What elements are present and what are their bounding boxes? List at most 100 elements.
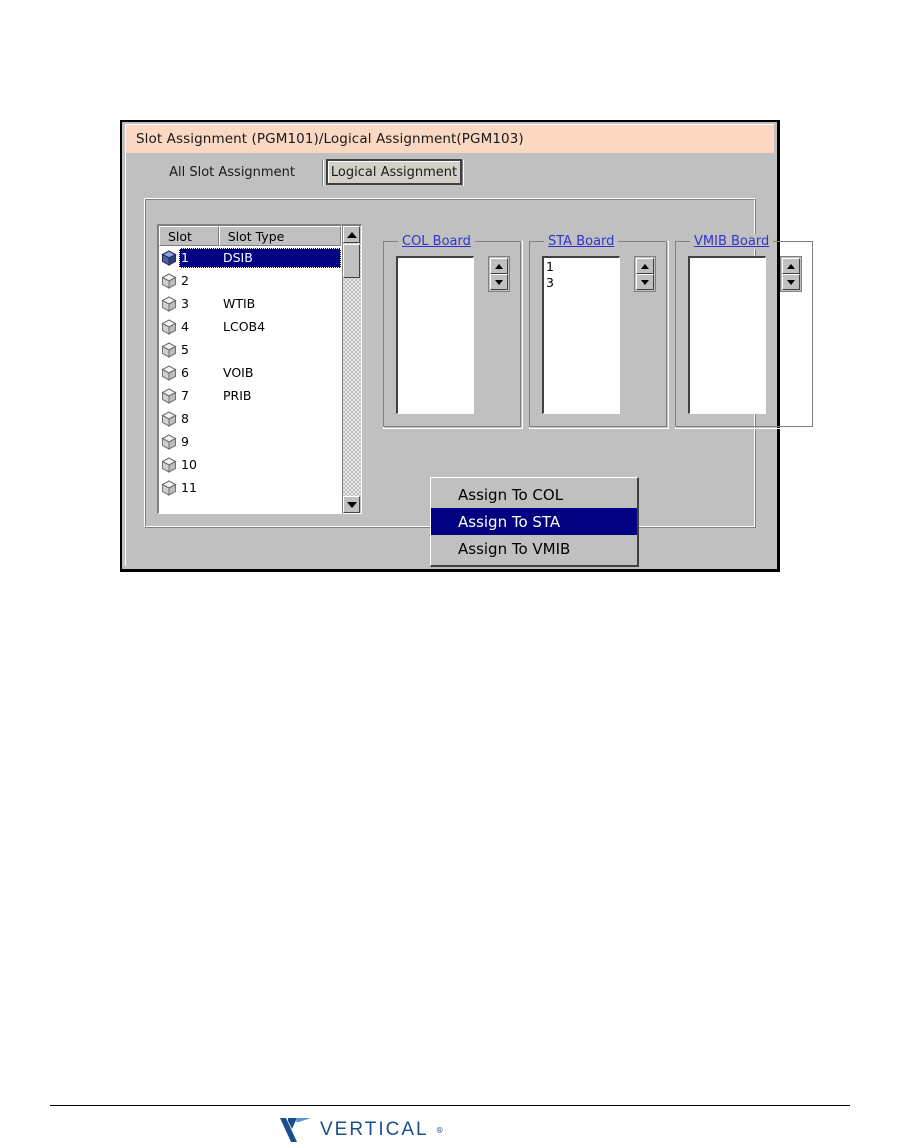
table-row[interactable]: 1 DSIB (159, 246, 341, 269)
slot-grid-header: Slot Slot Type (159, 226, 341, 246)
assign-context-menu[interactable]: Assign To COL Assign To STA Assign To VMIB (430, 477, 639, 567)
scroll-up-glyph (346, 231, 357, 238)
cube-icon (161, 364, 177, 381)
tab-all-slot-assignment[interactable]: All Slot Assignment (144, 159, 320, 185)
table-row-content: 8 (179, 409, 341, 429)
dialog-title: Slot Assignment (PGM101)/Logical Assignm… (136, 131, 524, 147)
cell-slot-type: DSIB (223, 250, 253, 265)
sta-board-spinner[interactable] (634, 256, 656, 292)
group-col-board: COL Board (383, 234, 523, 429)
menu-item[interactable]: Assign To COL (458, 485, 564, 504)
list-item[interactable]: 3 (546, 275, 554, 290)
footer-divider (50, 1105, 850, 1106)
vmib-spin-down-icon[interactable] (782, 274, 800, 290)
cube-icon (161, 341, 177, 358)
slot-grid-body[interactable]: 1 DSIB 2 3 WTIB 4 LCOB4 5 6 VOIB 7 PRIB 8 9 10 11 (159, 246, 341, 513)
table-row-content: 5 (179, 340, 341, 360)
cube-icon (161, 272, 177, 289)
slot-grid[interactable]: Slot Slot Type 1 DSIB 2 3 WTIB 4 LCOB4 5 6 VOIB 7 P… (157, 224, 342, 514)
col-spin-up-icon[interactable] (490, 258, 508, 274)
cell-slot-number: 10 (181, 457, 197, 472)
table-row[interactable]: 11 (159, 476, 341, 499)
scroll-down-arrow-icon[interactable] (343, 496, 360, 513)
cell-slot-type: VOIB (223, 365, 254, 380)
table-row[interactable]: 6 VOIB (159, 361, 341, 384)
cube-icon (161, 249, 177, 266)
group-col-board-title: COL Board (398, 234, 475, 249)
menu-item[interactable]: Assign To VMIB (458, 539, 571, 558)
cube-icon (161, 295, 177, 312)
menu-item[interactable]: Assign To STA (431, 508, 637, 535)
table-row-content: 2 (179, 271, 341, 291)
cube-icon (161, 456, 177, 473)
slot-grid-scrollbar[interactable] (342, 224, 362, 514)
sta-spin-down-icon[interactable] (636, 274, 654, 290)
cell-slot-number: 9 (181, 434, 189, 449)
dialog-inner-frame: Slot Assignment (PGM101)/Logical Assignm… (125, 124, 815, 567)
slot-assignment-dialog: Slot Assignment (PGM101)/Logical Assignm… (120, 120, 815, 572)
column-header-slot-type[interactable]: Slot Type (218, 226, 341, 246)
table-row-content: 7 PRIB (179, 386, 341, 406)
col-spin-up-glyph (495, 263, 503, 269)
vertical-logo-text: VERTICAL (320, 1119, 429, 1140)
group-sta-board-title: STA Board (544, 234, 619, 249)
table-row[interactable]: 2 (159, 269, 341, 292)
cube-icon (161, 479, 177, 496)
table-row[interactable]: 3 WTIB (159, 292, 341, 315)
cell-slot-number: 2 (181, 273, 189, 288)
table-row-content: 1 DSIB (179, 247, 341, 268)
vertical-logo-trademark: ® (435, 1125, 444, 1135)
table-row-content: 11 (179, 478, 341, 498)
tab-separator-left (322, 160, 324, 186)
cube-icon (161, 318, 177, 335)
sta-spin-down-glyph (641, 279, 649, 285)
tab-separator-right (462, 160, 464, 186)
group-vmib-board-title: VMIB Board (690, 234, 774, 249)
cell-slot-number: 8 (181, 411, 189, 426)
table-row[interactable]: 7 PRIB (159, 384, 341, 407)
cube-icon (161, 433, 177, 450)
cube-icon (161, 479, 177, 496)
sta-spin-up-icon[interactable] (636, 258, 654, 274)
table-row[interactable]: 8 (159, 407, 341, 430)
table-row-content: 3 WTIB (179, 294, 341, 314)
vmib-spin-up-icon[interactable] (782, 258, 800, 274)
cell-slot-number: 4 (181, 319, 189, 334)
vmib-spin-up-glyph (787, 263, 795, 269)
col-spin-down-icon[interactable] (490, 274, 508, 290)
vmib-board-list[interactable] (688, 256, 766, 414)
cube-icon (161, 318, 177, 335)
tab-logical-assignment-label: Logical Assignment (330, 164, 458, 180)
table-row[interactable]: 5 (159, 338, 341, 361)
col-board-list[interactable] (396, 256, 474, 414)
cell-slot-type: WTIB (223, 296, 256, 311)
table-row[interactable]: 10 (159, 453, 341, 476)
table-row[interactable]: 4 LCOB4 (159, 315, 341, 338)
table-row[interactable]: 9 (159, 430, 341, 453)
scroll-up-arrow-icon[interactable] (343, 226, 360, 243)
table-row-content: 9 (179, 432, 341, 452)
scrollbar-track[interactable] (343, 243, 361, 496)
tab-logical-assignment[interactable]: Logical Assignment (326, 159, 462, 185)
col-board-spinner[interactable] (488, 256, 510, 292)
cube-icon (161, 295, 177, 312)
cube-icon (161, 433, 177, 450)
table-row-content: 4 LCOB4 (179, 317, 341, 337)
cube-icon (161, 387, 177, 404)
cell-slot-number: 6 (181, 365, 189, 380)
cell-slot-number: 5 (181, 342, 189, 357)
list-item[interactable]: 1 (546, 259, 554, 274)
logical-assignment-panel: Slot Slot Type 1 DSIB 2 3 WTIB 4 LCOB4 5 6 VOIB 7 P… (144, 198, 815, 567)
scrollbar-thumb[interactable] (343, 244, 360, 278)
dialog-titlebar: Slot Assignment (PGM101)/Logical Assignm… (126, 125, 774, 153)
column-header-slot[interactable]: Slot (159, 226, 219, 246)
vmib-board-spinner[interactable] (780, 256, 802, 292)
cube-icon (161, 456, 177, 473)
group-vmib-board: VMIB Board (675, 234, 815, 429)
tab-bar: All Slot Assignment Logical Assignment (126, 153, 774, 193)
tab-all-slot-assignment-label: All Slot Assignment (169, 164, 295, 180)
cube-icon (161, 341, 177, 358)
vmib-spin-down-glyph (787, 279, 795, 285)
